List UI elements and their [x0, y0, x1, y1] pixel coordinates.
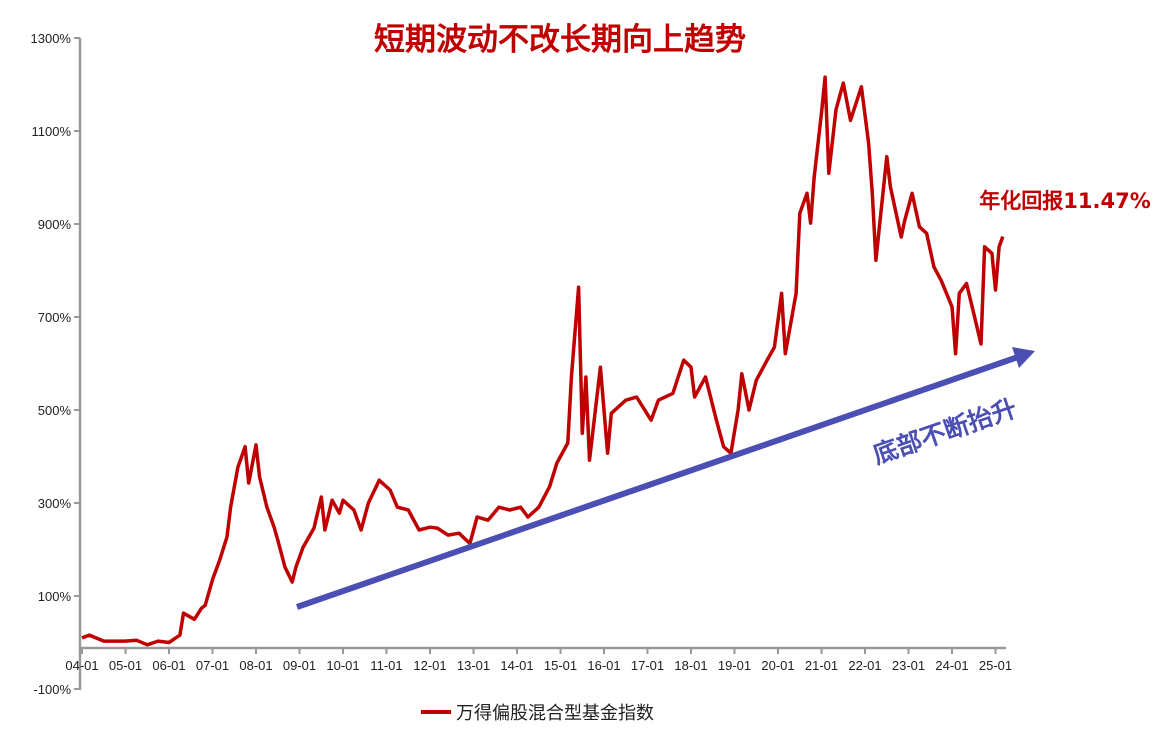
y-tick-label: 1100% — [31, 124, 71, 139]
x-tick-label: 11-01 — [370, 658, 402, 673]
series-line — [81, 75, 1005, 647]
x-tick-label: 09-01 — [283, 658, 316, 673]
annual-return-label: 年化回报11.47% — [979, 189, 1150, 213]
x-tick-label: 12-01 — [413, 658, 446, 673]
x-tick-label: 22-01 — [848, 658, 881, 673]
y-tick-label: 100% — [38, 589, 72, 604]
y-tick-label: 700% — [38, 310, 72, 325]
x-tick-label: 25-01 — [979, 658, 1012, 673]
legend: 万得偏股混合型基金指数 — [421, 703, 654, 724]
x-tick-label: 17-01 — [631, 658, 664, 673]
x-tick-label: 06-01 — [152, 658, 185, 673]
x-tick-label: 21-01 — [805, 658, 838, 673]
x-tick-label: 14-01 — [500, 658, 533, 673]
x-tick-label: 15-01 — [544, 658, 577, 673]
y-tick-label: 500% — [38, 403, 72, 418]
x-tick-label: 05-01 — [109, 658, 142, 673]
x-tick-label: 23-01 — [892, 658, 925, 673]
y-tick-label: 1300% — [31, 31, 72, 46]
arrow-head — [1012, 347, 1035, 368]
x-tick-label: 19-01 — [718, 658, 751, 673]
x-tick-label: 18-01 — [674, 658, 707, 673]
x-tick-label: 13-01 — [457, 658, 490, 673]
y-tick-label: 300% — [38, 496, 72, 511]
y-tick-label: -100% — [33, 682, 71, 697]
x-tick-label: 10-01 — [326, 658, 359, 673]
x-tick-label: 20-01 — [761, 658, 794, 673]
trend-label: 底部不断抬升 — [869, 393, 1020, 469]
chart-title: 短期波动不改长期向上趋势 — [374, 22, 746, 58]
x-tick-label: 04-01 — [65, 658, 98, 673]
x-tick-label: 08-01 — [239, 658, 272, 673]
x-tick-label: 24-01 — [935, 658, 968, 673]
x-tick-label: 07-01 — [196, 658, 229, 673]
trend-arrow — [296, 347, 1035, 610]
y-tick-label: 900% — [38, 217, 72, 232]
x-tick-label: 16-01 — [587, 658, 620, 673]
legend-label: 万得偏股混合型基金指数 — [456, 703, 654, 724]
